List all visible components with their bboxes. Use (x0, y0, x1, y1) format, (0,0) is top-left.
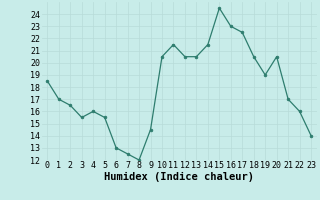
X-axis label: Humidex (Indice chaleur): Humidex (Indice chaleur) (104, 172, 254, 182)
